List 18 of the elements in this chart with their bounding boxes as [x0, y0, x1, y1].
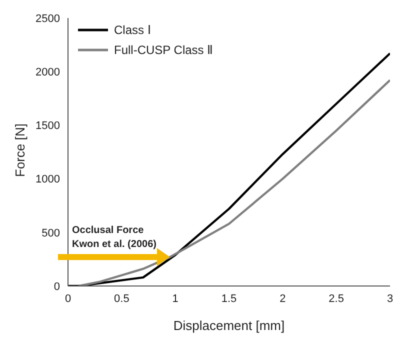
x-tick-label: 1.5	[221, 292, 237, 305]
y-tick-label: 2000	[36, 66, 60, 79]
x-tick-label: 2	[280, 292, 286, 305]
y-axis-title: Force [N]	[12, 124, 28, 177]
x-axis-title: Displacement [mm]	[173, 318, 285, 333]
y-tick-label: 1500	[36, 120, 60, 132]
x-tick-label: 0.5	[114, 292, 130, 305]
legend-label: Full-CUSP Class Ⅱ	[114, 42, 214, 59]
x-tick-label: 3	[386, 292, 394, 305]
y-tick-label: 2500	[36, 12, 60, 25]
x-tick-label: 2.5	[328, 292, 344, 305]
legend-label: Class Ⅰ	[114, 22, 152, 39]
y-tick-label: 1000	[36, 174, 60, 186]
y-tick-label: 0	[54, 280, 60, 293]
annotation: Occlusal Force Kwon et al. (2006)	[72, 225, 156, 250]
y-tick-label: 500	[42, 227, 60, 240]
x-tick-label: 0	[64, 292, 72, 305]
x-tick-label: 1	[172, 292, 178, 305]
